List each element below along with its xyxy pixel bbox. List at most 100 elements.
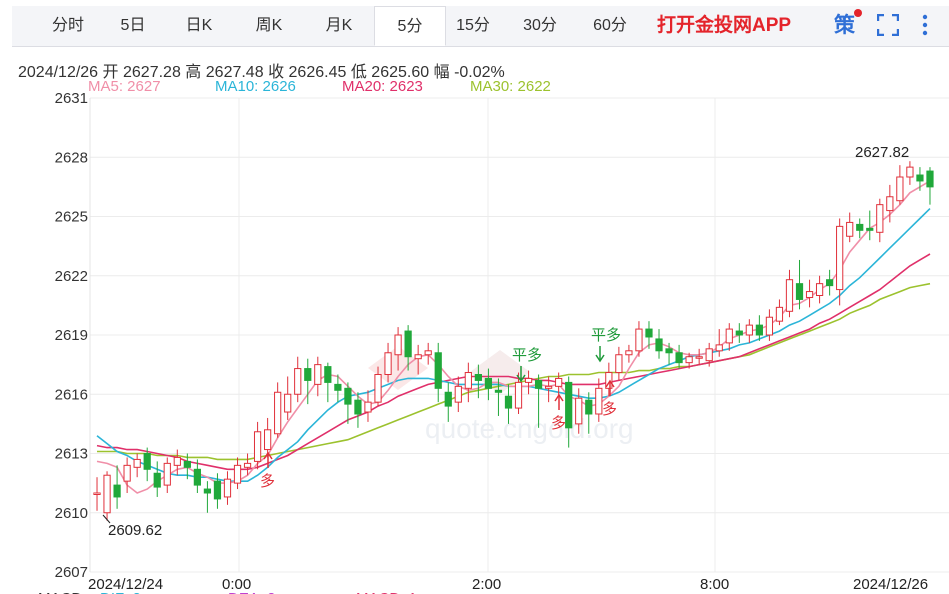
candle-body xyxy=(876,204,884,233)
candle-body xyxy=(253,431,262,462)
info-amp-label: 幅 xyxy=(433,64,450,81)
candle-body xyxy=(625,350,633,356)
candle-body xyxy=(203,488,212,494)
macd-legend-item: DIF: 2 xyxy=(100,590,141,594)
candle-body xyxy=(163,462,171,486)
y-tick-label: 2610 xyxy=(55,505,88,522)
tab-1[interactable]: 5日 xyxy=(120,17,146,34)
candle-body xyxy=(635,328,643,352)
ma-legend-item-2: MA20: 2623 xyxy=(342,78,423,95)
info-open-label: 开 xyxy=(102,64,119,81)
candle-body xyxy=(896,176,904,202)
tab-3[interactable]: 周K xyxy=(255,17,283,34)
y-tick-label: 2619 xyxy=(55,327,88,344)
watermark-logo-icon xyxy=(368,346,530,394)
candle-body xyxy=(284,393,292,413)
candle-body xyxy=(223,478,232,498)
strategy-button[interactable]: 策 xyxy=(834,14,855,37)
x-tick-label: 2:00 xyxy=(472,576,501,593)
candle-body xyxy=(695,356,703,359)
tab-0[interactable]: 分时 xyxy=(51,17,84,34)
ma-legend-item-1: MA10: 2626 xyxy=(215,78,296,95)
signal-label: 多 xyxy=(551,415,566,432)
x-tick-label: 2024/12/26 xyxy=(853,576,928,593)
candle-body xyxy=(775,306,784,322)
candle-body xyxy=(394,334,402,356)
macd-legend-item: MACD xyxy=(38,590,82,594)
trade-signal-close-long: 平多 xyxy=(512,347,542,383)
candle-body xyxy=(304,368,312,381)
candle-body xyxy=(444,391,452,407)
candle-body xyxy=(916,174,924,182)
min-price-pointer xyxy=(102,514,111,524)
candle-body xyxy=(765,316,774,336)
signal-label: 平多 xyxy=(512,347,542,364)
tab-5[interactable]: 5分 xyxy=(374,6,446,46)
candle-body xyxy=(534,379,543,389)
info-close: 2626.45 xyxy=(288,64,347,81)
x-tick-label: 8:00 xyxy=(700,576,729,593)
candle-body xyxy=(173,456,181,466)
open-app-link[interactable]: 打开金投网APP xyxy=(657,15,792,36)
tab-7[interactable]: 30分 xyxy=(523,17,557,34)
candle-body xyxy=(755,324,763,336)
fullscreen-icon[interactable] xyxy=(877,14,899,36)
candle-body xyxy=(514,381,523,409)
tab-2[interactable]: 日K xyxy=(185,17,213,34)
candle-body xyxy=(113,484,121,498)
candle-body xyxy=(153,472,161,488)
candle-body xyxy=(866,227,874,231)
candle-body xyxy=(665,348,673,354)
ohlc-info-line: 2024/12/26 开 2627.28 高 2627.48 收 2626.45… xyxy=(18,58,505,82)
candle-body xyxy=(645,328,653,338)
more-vertical-icon[interactable] xyxy=(917,13,933,37)
candle-body xyxy=(886,196,894,212)
trade-signal-long: 多 xyxy=(551,393,566,432)
y-tick-label: 2616 xyxy=(55,386,88,403)
signal-label: 平多 xyxy=(591,327,621,344)
ma-legend-item-3: MA30: 2622 xyxy=(470,78,551,95)
candle-body xyxy=(143,453,151,470)
candle-body xyxy=(264,429,272,451)
y-tick-label: 2625 xyxy=(55,209,88,226)
tab-6[interactable]: 15分 xyxy=(456,17,490,34)
tab-4[interactable]: 月K xyxy=(325,17,353,34)
candle-body xyxy=(715,344,723,352)
candle-body xyxy=(324,366,332,383)
candle-body xyxy=(595,387,603,415)
candle-body xyxy=(504,395,513,409)
info-open: 2627.28 xyxy=(123,64,181,81)
ma-legend-item-0: MA5: 2627 xyxy=(88,78,161,95)
info-low-label: 低 xyxy=(350,64,367,81)
candle-body xyxy=(605,372,613,389)
candle-body xyxy=(805,291,814,298)
macd-legend-item: MACD: 1 xyxy=(356,590,417,594)
candle-body xyxy=(274,391,282,435)
candle-body xyxy=(103,474,111,514)
candle-body xyxy=(464,372,472,389)
candle-body xyxy=(685,356,693,364)
candle-body xyxy=(826,279,834,287)
candle-body xyxy=(213,480,222,500)
signal-label: 多 xyxy=(602,401,617,418)
tab-8[interactable]: 60分 xyxy=(593,17,627,34)
info-date: 2024/12/26 xyxy=(18,64,99,81)
candle-body xyxy=(735,330,743,336)
ma5-line xyxy=(96,180,931,494)
candle-body xyxy=(856,223,864,231)
trade-signal-close-long: 平多 xyxy=(591,327,621,363)
candle-body xyxy=(705,348,713,362)
info-amp: -0.02% xyxy=(454,64,505,81)
candle-body xyxy=(926,170,934,188)
macd-legend-item: DEA: 2 xyxy=(228,590,276,594)
candle-body xyxy=(815,283,824,296)
candle-body xyxy=(404,330,412,358)
candle-body xyxy=(785,279,794,312)
y-tick-label: 2628 xyxy=(55,149,88,166)
candle-body xyxy=(193,468,201,486)
candle-body xyxy=(414,354,422,360)
candle-body xyxy=(354,399,362,415)
candle-body xyxy=(745,324,753,336)
signal-label: 多 xyxy=(260,473,275,490)
